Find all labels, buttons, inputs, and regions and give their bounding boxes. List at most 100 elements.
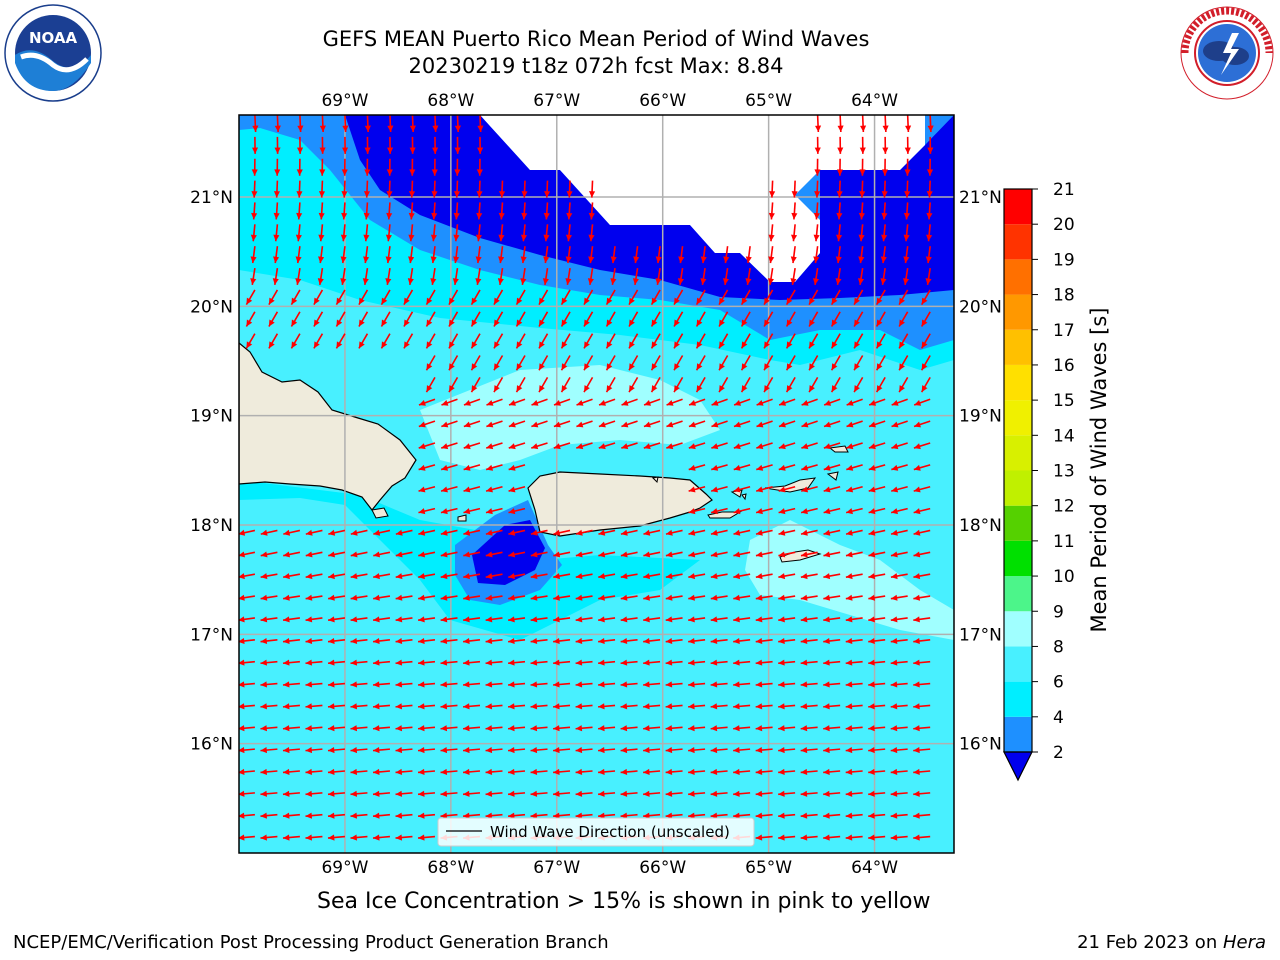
wind-arrow [845,551,863,558]
wind-arrow [395,594,413,601]
wind-arrow [898,289,909,306]
wind-arrow [553,616,571,623]
wind-arrow [620,703,638,710]
wind-arrow [409,158,416,176]
wind-arrow [620,812,638,819]
wind-arrow [350,790,368,797]
wind-arrow [890,507,908,515]
wind-arrow [282,768,300,775]
wind-arrow [620,637,638,645]
wind-arrow [628,333,639,349]
wind-arrow [695,355,706,371]
land-mona [457,514,467,522]
wind-arrow [508,464,526,471]
wind-arrow [463,507,481,515]
land-islet-3 [371,507,389,519]
wind-arrow [903,246,910,264]
wind-arrow [588,224,595,242]
wind-arrow [328,573,346,580]
wind-arrow [430,224,437,242]
wind-arrow [441,398,458,406]
wind-arrow [710,573,728,580]
wind-arrow [673,376,684,393]
wind-arrow [733,812,751,819]
wind-arrow [904,136,911,154]
wind-arrow [453,202,460,220]
colorbar-label: Mean Period of Wind Waves [s] [1087,308,1111,633]
wind-arrow [846,420,863,428]
wind-arrow [778,681,796,688]
wind-arrow [386,180,393,198]
wind-arrow [440,768,458,775]
wind-arrow [319,158,326,176]
wind-arrow [440,637,458,645]
wind-arrow [440,507,458,515]
wind-arrow [823,398,841,406]
wind-arrow [418,594,436,601]
wind-arrow [903,202,910,220]
colorbar-tick-label-10: 10 [1053,567,1075,587]
wind-arrow [913,464,931,471]
wind-arrow [296,180,303,198]
wind-arrow [778,485,796,493]
wind-arrow [341,158,348,176]
wind-arrow [890,703,908,710]
x-tick-label-top-2: 67°W [533,91,580,111]
wind-arrow [485,747,503,754]
y-tick-label-right-3: 19°N [959,407,1002,427]
wind-arrow [628,289,639,306]
x-tick-label-bottom-3: 66°W [639,858,686,878]
wind-arrow [610,246,617,264]
wind-arrow [373,594,391,601]
wind-arrow [305,616,323,623]
wind-arrow [538,311,549,327]
wind-arrow [620,725,638,732]
wind-arrow [486,420,503,428]
wind-arrow [913,834,931,841]
wind-arrow [290,333,301,349]
wind-arrow [665,659,683,666]
wind-arrow [711,420,728,428]
wind-arrow [575,790,593,797]
wind-arrow [498,224,505,242]
wind-arrow [920,333,931,349]
wind-arrow [372,768,391,775]
wind-arrow [417,790,436,797]
wind-arrow [801,398,818,406]
wind-arrow [520,246,527,264]
wind-arrow [598,442,616,450]
wind-arrow [800,703,818,710]
wind-arrow [859,180,866,198]
wind-arrow [507,812,526,819]
wind-arrow [778,725,796,732]
wind-arrow [846,442,863,450]
wind-arrow [417,659,436,666]
wind-arrow [695,376,706,393]
wind-arrow [688,529,706,536]
wind-arrow [890,768,908,775]
wind-arrow [755,485,773,493]
wind-arrow [756,464,773,471]
wind-arrow [476,180,483,198]
wind-arrow [463,442,481,450]
wind-arrow [341,180,348,198]
contour-0-2s-pocket [472,520,545,585]
wind-arrow [395,747,413,754]
wind-arrow [913,594,931,601]
wind-arrow [790,267,797,285]
wind-arrow [913,812,931,819]
colorbar-level-12-13 [1004,470,1032,506]
wind-arrow [643,616,661,623]
wind-arrow [395,637,413,645]
wind-arrow [508,573,526,580]
wind-arrow [733,464,751,471]
wind-arrow [598,529,616,536]
wind-arrow [814,158,821,176]
wind-arrow [395,551,413,558]
wind-arrow [785,311,796,327]
wind-arrow [507,659,526,666]
wind-arrow [305,834,323,841]
wind-arrow [875,289,886,306]
wind-arrow [327,790,345,797]
wind-arrow [711,398,728,406]
